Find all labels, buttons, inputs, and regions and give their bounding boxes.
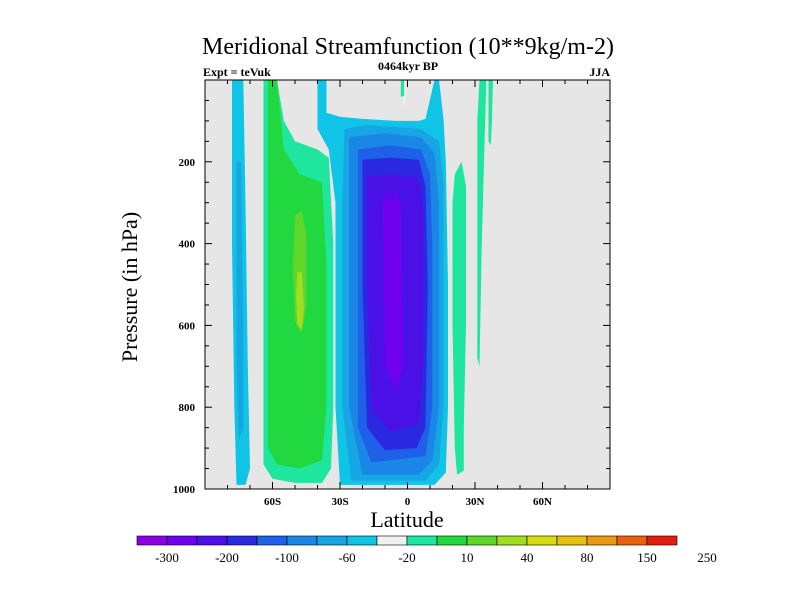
contour-ferrel-cell-max xyxy=(296,272,304,330)
axis-ticks: 60S 30S 0 30N 60N 200 400 600 800 1000 xyxy=(173,79,611,508)
colorbar-label: 10 xyxy=(461,550,474,565)
x-axis-label: Latitude xyxy=(370,507,443,532)
y-tick-label: 200 xyxy=(179,157,196,169)
colorbar-box xyxy=(436,535,468,546)
colorbar-box xyxy=(646,535,678,546)
x-tick-label: 30S xyxy=(331,496,348,508)
colorbar-box xyxy=(586,535,618,546)
colorbar-box xyxy=(346,535,378,546)
contour-nh-midlatitude-cell-2 xyxy=(488,80,493,146)
colorbar-label: -20 xyxy=(398,550,415,565)
colorbar-box xyxy=(466,535,498,546)
colorbar-box xyxy=(376,535,408,546)
colorbar-label: -200 xyxy=(215,550,239,565)
x-tick-label: 30N xyxy=(466,496,485,508)
colorbar-box xyxy=(496,535,528,546)
y-tick-label: 400 xyxy=(179,239,196,251)
colorbar: -300 -200 -100 -60 -20 10 40 80 150 250 xyxy=(136,535,717,565)
contour-regions xyxy=(232,80,493,485)
colorbar-label: 40 xyxy=(521,550,534,565)
x-tick-label: 0 xyxy=(405,496,411,508)
y-tick-label: 800 xyxy=(179,402,196,414)
contour-hadley-cell-core xyxy=(382,190,403,391)
colorbar-label: -60 xyxy=(338,550,355,565)
colorbar-box xyxy=(226,535,258,546)
colorbar-label: 150 xyxy=(637,550,657,565)
contour-southern-polar-cell-core xyxy=(236,161,244,440)
colorbar-box xyxy=(616,535,648,546)
colorbar-box xyxy=(406,535,438,546)
contour-nh-tropical-cell xyxy=(452,161,466,475)
x-tick-label: 60S xyxy=(264,496,281,508)
time-label: 0464kyr BP xyxy=(378,59,438,73)
colorbar-box xyxy=(196,535,228,546)
colorbar-label: 250 xyxy=(697,550,717,565)
y-tick-label: 1000 xyxy=(173,484,196,496)
colorbar-box xyxy=(316,535,348,546)
season-label: JJA xyxy=(589,65,610,79)
colorbar-box xyxy=(166,535,198,546)
y-tick-label: 600 xyxy=(179,320,196,332)
colorbar-box xyxy=(256,535,288,546)
colorbar-box xyxy=(286,535,318,546)
colorbar-box xyxy=(556,535,588,546)
colorbar-label: -100 xyxy=(275,550,299,565)
y-axis-label: Pressure (in hPa) xyxy=(117,212,142,362)
colorbar-box xyxy=(526,535,558,546)
contour-subtropical-streak xyxy=(400,80,405,97)
chart-title: Meridional Streamfunction (10**9kg/m-2) xyxy=(202,34,614,60)
colorbar-box xyxy=(136,535,168,546)
contour-nh-midlatitude-cell xyxy=(477,80,487,367)
colorbar-label: -300 xyxy=(155,550,179,565)
colorbar-label: 80 xyxy=(581,550,594,565)
x-tick-label: 60N xyxy=(533,496,552,508)
experiment-label: Expt = teVuk xyxy=(203,65,271,79)
